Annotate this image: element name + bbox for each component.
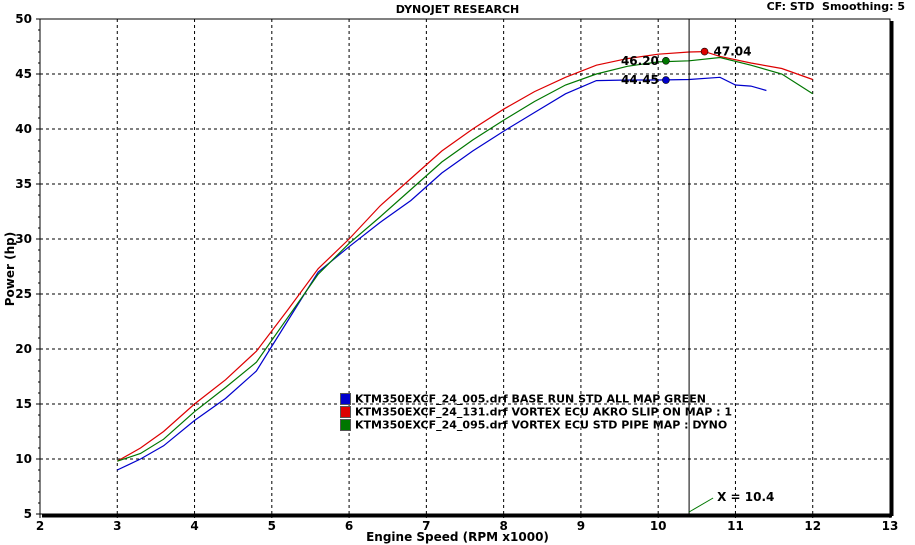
x-tick-label: 11 (727, 519, 744, 533)
legend: KTM350EXCF_24_005.drf BASE RUN STD ALL M… (340, 392, 733, 432)
legend-swatch-1 (340, 393, 351, 405)
x-tick-label: 2 (36, 519, 44, 533)
y-tick-label: 15 (15, 397, 32, 411)
legend-label-3: KTM350EXCF_24_095.drf VORTEX ECU STD PIP… (355, 418, 728, 432)
peak-marker-3 (662, 56, 670, 65)
x-tick-label: 10 (650, 519, 667, 533)
legend-swatch-3 (340, 419, 351, 431)
cursor-label: X = 10.4 (717, 490, 774, 504)
peak-value-label-3: 46.20 (621, 54, 659, 68)
cursor-pointer (688, 497, 714, 513)
peak-marker-2 (700, 47, 709, 56)
y-tick-label: 10 (15, 452, 32, 466)
plot-frame (39, 18, 891, 515)
peak-value-label-1: 44.45 (621, 73, 659, 87)
y-tick-label: 35 (15, 177, 32, 191)
y-tick-label: 25 (15, 287, 32, 301)
series-line-1 (117, 76, 767, 471)
y-axis-label: Power (hp) (3, 231, 17, 307)
legend-item-1: KTM350EXCF_24_005.drf BASE RUN STD ALL M… (340, 392, 732, 406)
chart-title: DYNOJET RESEARCH (395, 3, 520, 16)
x-axis-label: Engine Speed (RPM x1000) (366, 530, 549, 544)
legend-swatch-2 (340, 406, 351, 418)
x-tick-label: 5 (268, 519, 276, 533)
x-tick-label: 3 (113, 519, 121, 533)
x-tick-label: 4 (190, 519, 198, 533)
x-tick-label: 7 (422, 519, 430, 533)
peak-value-label-2: 47.04 (714, 45, 752, 59)
x-tick-label: 6 (345, 519, 353, 533)
series-line-3 (117, 56, 814, 462)
x-tick-label: 9 (577, 519, 585, 533)
x-tick-label: 12 (804, 519, 821, 533)
y-tick-label: 50 (15, 12, 32, 26)
legend-item-3: KTM350EXCF_24_095.drf VORTEX ECU STD PIP… (340, 418, 732, 432)
legend-label-2: KTM350EXCF_24_131.drf VORTEX ECU AKRO SL… (355, 405, 733, 419)
legend-label-1: KTM350EXCF_24_005.drf BASE RUN STD ALL M… (355, 392, 706, 406)
correction-smoothing-info: CF: STD Smoothing: 5 (766, 0, 905, 13)
x-tick-label: 13 (882, 519, 899, 533)
y-tick-label: 45 (15, 67, 32, 81)
y-tick-label: 30 (15, 232, 32, 246)
y-tick-label: 40 (15, 122, 32, 136)
y-tick-label: 5 (24, 507, 32, 521)
peak-marker-1 (662, 76, 670, 84)
y-tick-label: 20 (15, 342, 32, 356)
x-tick-label: 8 (499, 519, 507, 533)
legend-item-2: KTM350EXCF_24_131.drf VORTEX ECU AKRO SL… (340, 405, 733, 419)
